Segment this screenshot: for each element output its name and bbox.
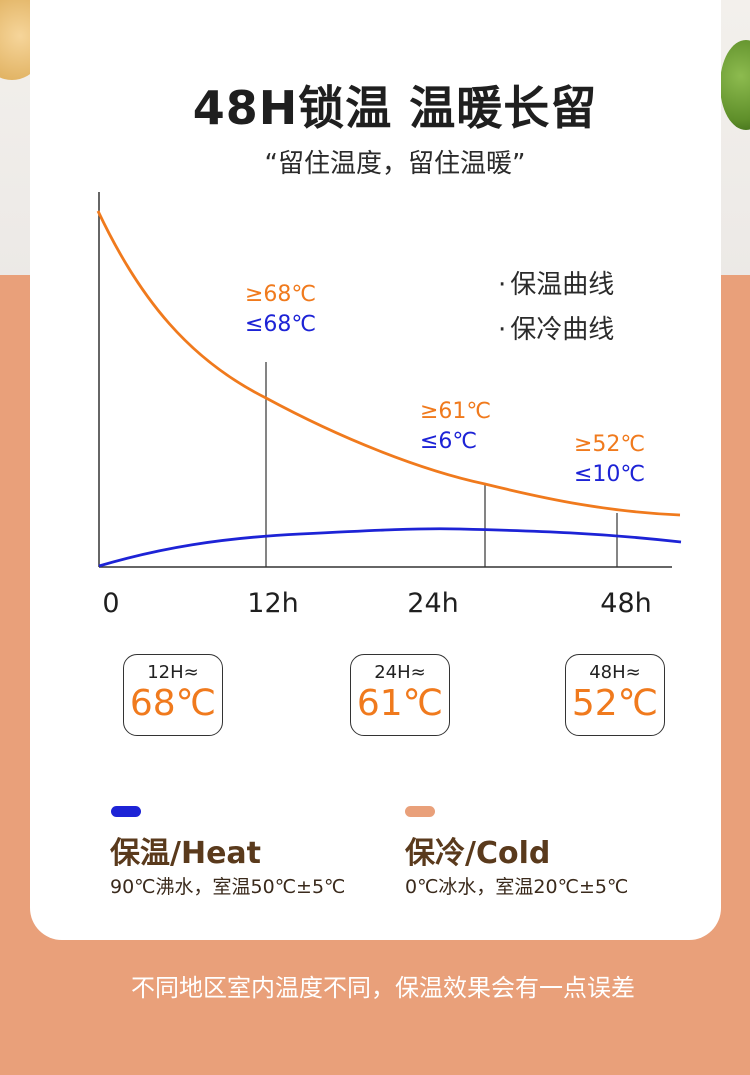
footer-note: 不同地区室内温度不同，保温效果会有一点误差	[131, 974, 635, 1002]
summary-temp: 61℃	[356, 683, 444, 724]
legend-bullet: ·	[498, 270, 507, 300]
summary-temp: 52℃	[571, 683, 659, 724]
cold-mode-title: 保冷/Cold	[405, 836, 551, 871]
page-title: 48H锁温 温暖长留	[192, 81, 598, 135]
series-line-heat	[96, 210, 681, 517]
heat-mode-description: 90℃沸水，室温50℃±5℃	[110, 876, 346, 898]
summary-temp: 68℃	[129, 683, 217, 724]
x-tick-label: 0	[102, 588, 120, 619]
annotation-12h: ≥68℃ ≤68℃	[245, 280, 316, 340]
heat-color-swatch	[111, 806, 141, 817]
annotation-hot: ≥52℃	[574, 432, 646, 457]
annotation-cold: ≤68℃	[245, 312, 317, 337]
x-tick-label: 12h	[247, 588, 299, 619]
legend-label-heat: 保温曲线	[510, 270, 615, 300]
annotation-hot: ≥61℃	[420, 399, 492, 424]
annotation-cold: ≤10℃	[574, 462, 646, 487]
content-card	[30, 0, 721, 940]
annotation-hot: ≥68℃	[245, 282, 317, 307]
summary-box-24h: 24H≈ 61℃	[350, 654, 450, 736]
cold-mode-description: 0℃冰水，室温20℃±5℃	[405, 876, 629, 898]
x-tick-label: 24h	[407, 588, 459, 619]
x-tick-label: 48h	[600, 588, 652, 619]
summary-box-48h: 48H≈ 52℃	[565, 654, 665, 736]
annotation-48h: ≥52℃ ≤10℃	[574, 430, 645, 490]
summary-time: 12H≈	[147, 662, 199, 683]
annotation-24h: ≥61℃ ≤6℃	[420, 397, 491, 457]
summary-time: 24H≈	[374, 662, 426, 683]
page-subtitle: “留住温度，留住温暖”	[264, 149, 526, 179]
legend-item-heat: · 保温曲线	[498, 264, 614, 301]
heat-mode-title: 保温/Heat	[110, 836, 261, 871]
summary-box-12h: 12H≈ 68℃	[123, 654, 223, 736]
legend-item-cold: · 保冷曲线	[498, 309, 614, 346]
legend-bullet: ·	[498, 315, 507, 345]
legend-label-cold: 保冷曲线	[510, 315, 615, 345]
summary-time: 48H≈	[589, 662, 641, 683]
series-line-cold	[98, 527, 682, 568]
annotation-cold: ≤6℃	[420, 429, 478, 454]
cold-color-swatch	[405, 806, 435, 817]
